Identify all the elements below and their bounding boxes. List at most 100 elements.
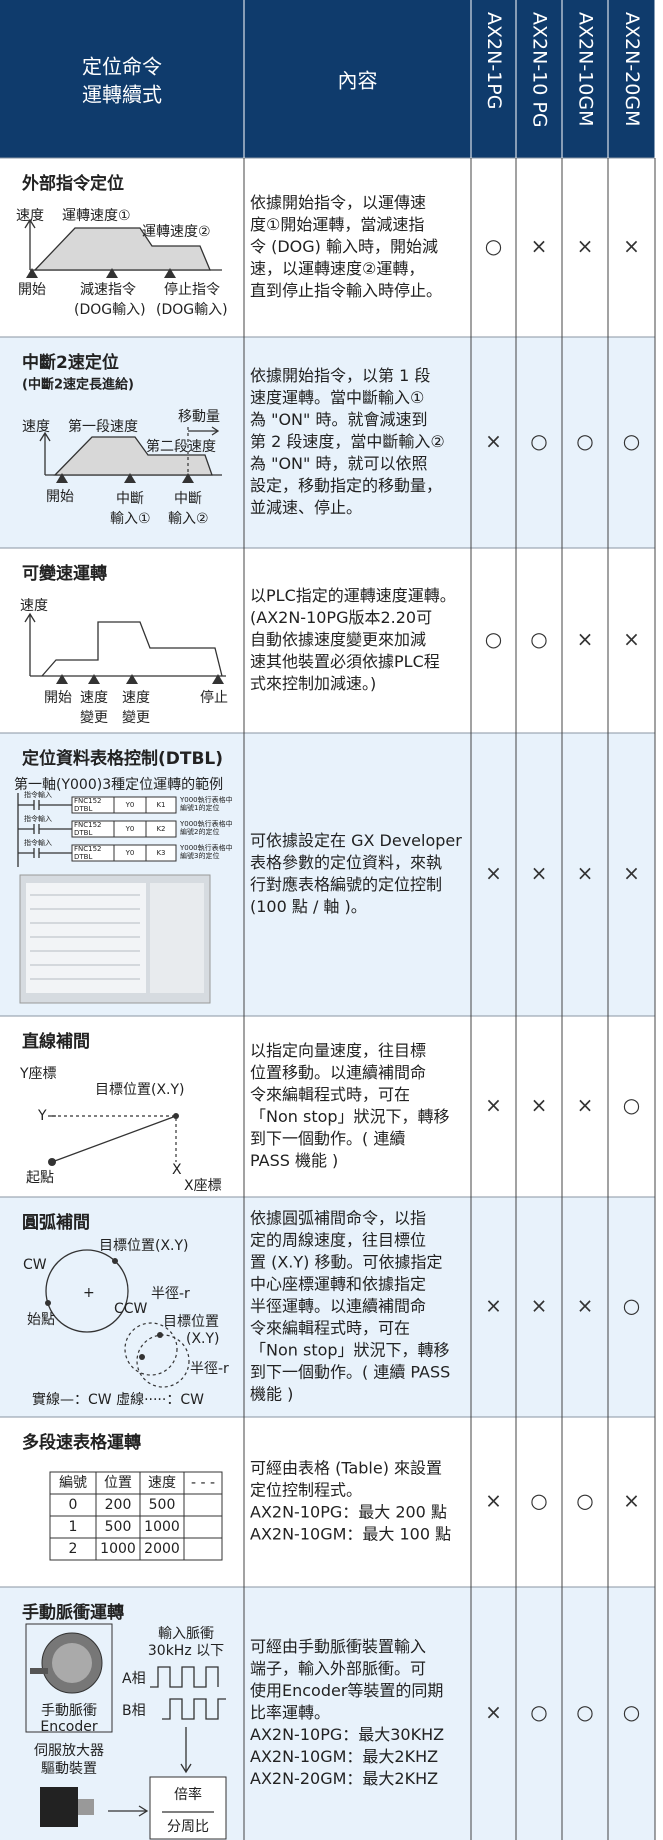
- label: (DOG輸入): [74, 302, 146, 318]
- support-mark: ×: [485, 1294, 502, 1318]
- ladder-y: Y0: [125, 849, 135, 857]
- description-line: 為 "ON" 時。就會減速到: [250, 410, 427, 429]
- label: X: [172, 1162, 182, 1178]
- description-line: 依據開始指令，以第 1 段: [250, 366, 430, 385]
- label: 運轉速度①: [62, 208, 131, 224]
- label: Y座標: [19, 1066, 57, 1082]
- diagram-variable: 速度 開始 速度 速度 停止 變更 變更: [20, 598, 228, 726]
- label: 實線—：CW 虛線·····：CW: [32, 1391, 204, 1408]
- row-title: 可變速運轉: [22, 563, 107, 584]
- table-cell: 編號: [59, 1475, 87, 1491]
- description-line: 機能 ): [250, 1385, 293, 1404]
- diagram-external: 速度 運轉速度① 運轉速度② 開始 減速指令 停止指令 (DOG輸入) (DOG…: [16, 208, 228, 318]
- ladder-note: 編號1的定位: [180, 803, 219, 812]
- label: 驅動裝置: [41, 1761, 97, 1777]
- label: A相: [122, 1671, 146, 1687]
- description-line: AX2N-10GM：最大 100 點: [250, 1525, 451, 1544]
- support-mark: ○: [485, 234, 502, 258]
- description-line: 令 (DOG) 輸入時，開始減: [250, 237, 438, 256]
- speed-table: 編號 位置 速度 - - - 0 200 500 1 500 1000 2 1000 2000: [49, 1471, 223, 1561]
- row-title: 中斷2速定位: [22, 352, 119, 373]
- ladder-fnc: FNC152: [74, 845, 102, 853]
- label: 速度: [20, 598, 48, 614]
- label: 伺服放大器: [34, 1743, 104, 1759]
- model-name: AX2N-20GM: [621, 12, 643, 126]
- ladder-contact: [18, 824, 72, 834]
- label: 起點: [26, 1170, 54, 1186]
- table-cell: 500: [105, 1519, 132, 1535]
- label: 停止指令: [164, 281, 220, 298]
- description-line: 依據開始指令，以運傳速: [250, 193, 426, 212]
- support-mark: ×: [531, 234, 548, 258]
- table-cell: 2000: [144, 1541, 180, 1557]
- support-mark: ×: [531, 1093, 548, 1117]
- row-title: 定位資料表格控制(DTBL): [22, 748, 223, 769]
- support-mark: ×: [623, 234, 640, 258]
- row-bg: [0, 548, 655, 733]
- row-bg: [0, 1016, 655, 1197]
- support-mark: ×: [485, 861, 502, 885]
- header-content: 內容: [338, 69, 378, 93]
- description-line: AX2N-10PG：最大 200 點: [250, 1503, 447, 1522]
- support-mark: ○: [485, 627, 502, 651]
- label: 中斷: [174, 491, 202, 507]
- model-name: AX2N-10GM: [575, 12, 597, 126]
- description-line: 設定，移動指定的移動量，: [250, 476, 442, 495]
- description-line: 半徑運轉。以連續補間命: [250, 1297, 426, 1316]
- table-cell: 速度: [148, 1475, 176, 1491]
- description-line: 定的周線速度，往目標位: [250, 1231, 426, 1250]
- description-line: (AX2N-10PG版本2.20可: [250, 608, 432, 627]
- support-mark: ×: [577, 234, 594, 258]
- description-line: 令來編輯程式時，可在: [250, 1085, 410, 1104]
- support-mark: ×: [485, 1489, 502, 1513]
- description-line: 度①開始運轉，當減速指: [250, 215, 424, 234]
- diagram-arc: 目標位置(X.Y) CW + CCW 半徑-r 始點 目標位置 (X.Y) 半徑…: [23, 1238, 229, 1408]
- label: 變更: [122, 710, 150, 726]
- ladder-note: Y000執行表格中: [179, 819, 233, 828]
- description-line: 中心座標運轉和依據指定: [250, 1275, 426, 1294]
- support-mark: ○: [530, 627, 547, 651]
- model-name: AX2N-1PG: [483, 12, 505, 109]
- support-mark: ×: [577, 627, 594, 651]
- label: 半徑-r: [190, 1361, 229, 1377]
- description-line: 以PLC指定的運轉速度運轉。: [250, 586, 456, 605]
- description-line: 以指定向量速度，往目標: [250, 1041, 426, 1060]
- label: 半徑-r: [151, 1286, 190, 1302]
- description-line: 「Non stop」狀況下，轉移: [250, 1107, 450, 1126]
- table-cell: 200: [105, 1497, 132, 1513]
- label: +: [83, 1285, 95, 1301]
- label: 倍率: [174, 1786, 202, 1803]
- table-cell: 500: [149, 1497, 176, 1513]
- support-mark: ○: [530, 429, 547, 453]
- ladder-dtbl: DTBL: [74, 829, 92, 837]
- label: 目標位置(X.Y): [95, 1082, 185, 1098]
- table-cell: 1000: [144, 1519, 180, 1535]
- ladder-k: K3: [156, 849, 165, 857]
- ladder-dtbl: DTBL: [74, 853, 92, 861]
- label: X座標: [184, 1178, 222, 1194]
- description-line: 到下一個動作。( 連續: [250, 1129, 405, 1148]
- support-mark: ×: [531, 1294, 548, 1318]
- ladder-input: 指令輸入: [24, 814, 52, 823]
- description-line: 定位控制程式。: [250, 1481, 362, 1500]
- description-line: 速，以運轉速度②運轉，: [250, 259, 424, 278]
- support-mark: ×: [577, 1294, 594, 1318]
- label: 運轉速度②: [142, 224, 211, 240]
- row-title: 多段速表格運轉: [22, 1432, 141, 1453]
- support-mark: ×: [623, 1489, 640, 1513]
- label: (DOG輸入): [156, 302, 228, 318]
- description-line: 速度運轉。當中斷輸入①: [250, 388, 424, 407]
- label: 第一段速度: [68, 418, 138, 435]
- label: 分周比: [167, 1819, 209, 1835]
- support-mark: ×: [577, 861, 594, 885]
- ladder-note: Y000執行表格中: [179, 795, 233, 804]
- label: Encoder: [40, 1719, 97, 1735]
- description-line: 表格參數的定位資料，來執: [250, 853, 442, 872]
- description-line: 使用Encoder等裝置的同期: [250, 1681, 443, 1700]
- label: 速度: [16, 208, 44, 224]
- description-line: 可依據設定在 GX Developer: [250, 831, 462, 850]
- description-line: 自動依據速度變更來加減: [250, 630, 426, 649]
